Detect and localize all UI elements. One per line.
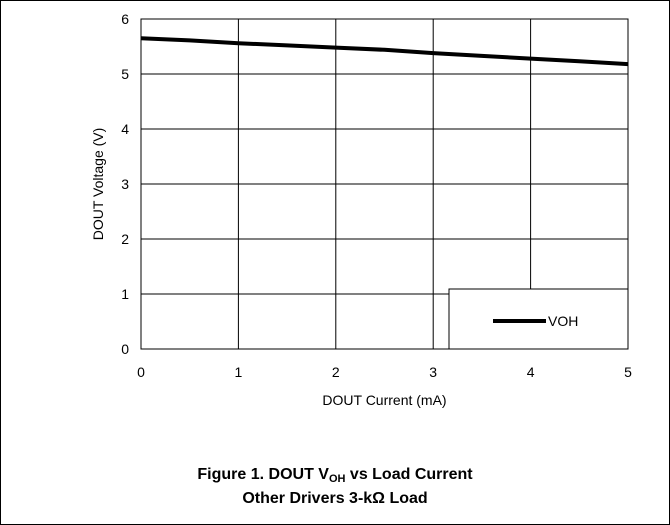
series-layer (140, 36, 629, 67)
series-line-voh (140, 36, 629, 67)
y-axis-ticks: 0 1 2 3 4 5 6 (121, 11, 129, 357)
y-tick-label: 2 (121, 231, 129, 247)
x-tick-label: 4 (527, 364, 535, 380)
y-tick-label: 3 (121, 176, 129, 192)
grid-lines (141, 19, 628, 349)
caption-line-1-post: vs Load Current (345, 466, 473, 483)
x-tick-label: 5 (624, 364, 632, 380)
caption-line-1-sub: OH (328, 473, 346, 485)
x-tick-label: 0 (137, 364, 145, 380)
x-tick-label: 2 (332, 364, 340, 380)
legend-label-voh: VOH (548, 313, 578, 329)
caption-line-1-pre: Figure 1. DOUT V (197, 466, 329, 483)
x-tick-label: 3 (429, 364, 437, 380)
x-tick-label: 1 (235, 364, 243, 380)
caption-line-1: Figure 1. DOUT VOH vs Load Current (1, 463, 669, 487)
figure-caption: Figure 1. DOUT VOH vs Load Current Other… (1, 463, 669, 511)
y-tick-label: 1 (121, 286, 129, 302)
x-axis-label: DOUT Current (mA) (322, 392, 446, 408)
voh-chart: 0 1 2 3 4 5 0 1 2 3 4 5 6 DOUT Current (mA) DOUT Vo… (90, 11, 632, 408)
y-axis-label: DOUT Voltage (V) (90, 128, 106, 241)
y-tick-label: 6 (121, 11, 129, 27)
y-tick-label: 4 (121, 121, 129, 137)
legend: VOH (448, 288, 629, 350)
x-axis-ticks: 0 1 2 3 4 5 (137, 364, 632, 380)
y-tick-label: 0 (121, 341, 129, 357)
caption-line-2: Other Drivers 3-kΩ Load (242, 490, 428, 507)
y-tick-label: 5 (121, 66, 129, 82)
plot-area (140, 18, 629, 350)
